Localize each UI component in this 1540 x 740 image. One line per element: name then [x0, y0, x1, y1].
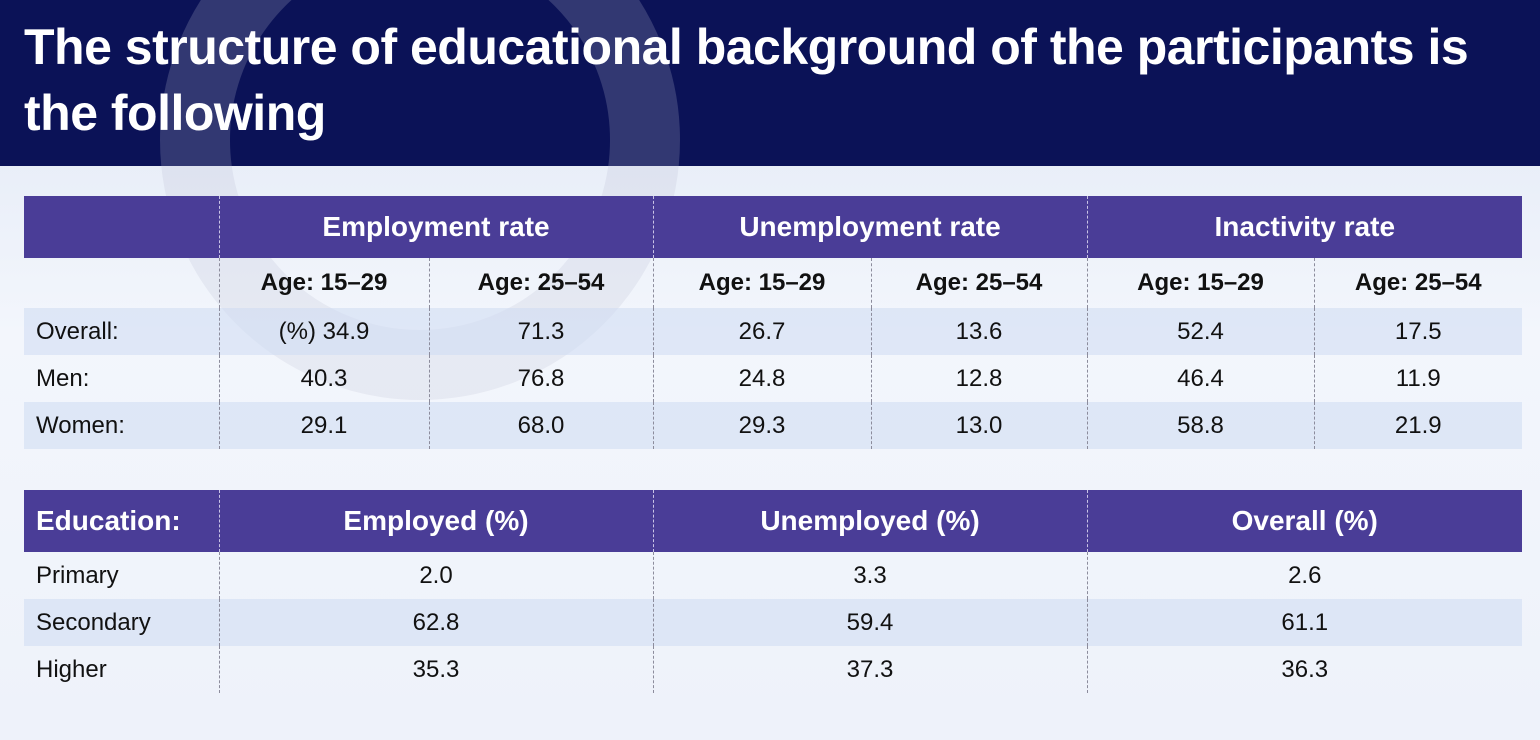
row-label: Women:: [24, 402, 219, 449]
table-cell: 61.1: [1086, 599, 1522, 646]
table-row: Men: 40.3 76.8 24.8 12.8 46.4 11.9: [24, 355, 1523, 402]
row-label: Secondary: [24, 599, 219, 646]
labour-rates-table: Employment rate Unemployment rate Inacti…: [24, 196, 1523, 449]
table-cell: 2.0: [218, 552, 653, 599]
table-row: Overall: (%) 34.9 71.3 26.7 13.6 52.4 17…: [24, 308, 1523, 355]
education-table: Education: Employed (%) Unemployed (%) O…: [24, 490, 1522, 693]
table-cell: 12.8: [870, 355, 1088, 402]
rates-header-corner: [24, 196, 219, 258]
row-label: Higher: [36, 655, 107, 683]
table-cell: (%) 34.9: [218, 308, 429, 355]
row-label: Primary: [36, 561, 119, 589]
age-header: Age: 25–54: [1313, 258, 1523, 308]
group-header-employment: Employment rate: [218, 196, 654, 258]
table-cell: 71.3: [428, 308, 654, 355]
education-header-unemployed: Unemployed (%): [652, 490, 1087, 552]
table-row: Secondary 62.8 59.4 61.1: [24, 599, 1522, 646]
group-header-unemployment: Unemployment rate: [652, 196, 1088, 258]
table-cell: 3.3: [652, 552, 1087, 599]
table-cell: 29.1: [218, 402, 429, 449]
page-title: The structure of educational background …: [24, 19, 1469, 141]
age-header-corner: [24, 258, 219, 308]
rates-group-header-row: Employment rate Unemployment rate Inacti…: [24, 196, 1523, 258]
table-cell: 26.7: [652, 308, 872, 355]
group-header-inactivity: Inactivity rate: [1086, 196, 1523, 258]
table-cell: 17.5: [1313, 308, 1523, 355]
table-cell: 35.3: [218, 646, 653, 693]
age-header: Age: 25–54: [870, 258, 1088, 308]
table-cell: 37.3: [652, 646, 1087, 693]
row-label: Overall:: [24, 308, 219, 355]
table-cell: 46.4: [1086, 355, 1315, 402]
table-cell: 59.4: [652, 599, 1087, 646]
table-cell: 52.4: [1086, 308, 1315, 355]
table-row: Higher 35.3 37.3 36.3: [24, 646, 1522, 693]
age-header: Age: 15–29: [652, 258, 872, 308]
table-cell: 36.3: [1086, 646, 1522, 693]
education-header-row: Education: Employed (%) Unemployed (%) O…: [24, 490, 1522, 552]
table-cell: 2.6: [1086, 552, 1522, 599]
education-header-label: Education:: [24, 490, 219, 552]
table-cell: 76.8: [428, 355, 654, 402]
age-header: Age: 25–54: [428, 258, 654, 308]
table-row: Primary 2.0 3.3 2.6: [24, 552, 1522, 599]
education-header-overall: Overall (%): [1086, 490, 1522, 552]
education-header-employed: Employed (%): [218, 490, 653, 552]
age-header-row: Age: 15–29 Age: 25–54 Age: 15–29 Age: 25…: [24, 258, 1523, 308]
table-cell: 13.6: [870, 308, 1088, 355]
age-header: Age: 15–29: [1086, 258, 1315, 308]
table-cell: 21.9: [1313, 402, 1523, 449]
row-label: Men:: [36, 364, 90, 392]
age-header: Age: 15–29: [218, 258, 429, 308]
title-banner: The structure of educational background …: [0, 0, 1540, 166]
table-cell: 68.0: [428, 402, 654, 449]
table-cell: 13.0: [870, 402, 1088, 449]
table-cell: 11.9: [1313, 355, 1523, 402]
table-cell: 58.8: [1086, 402, 1315, 449]
table-cell: 29.3: [652, 402, 872, 449]
table-cell: 24.8: [652, 355, 872, 402]
table-cell: 62.8: [218, 599, 653, 646]
table-cell: 40.3: [218, 355, 429, 402]
table-row: Women: 29.1 68.0 29.3 13.0 58.8 21.9: [24, 402, 1523, 449]
